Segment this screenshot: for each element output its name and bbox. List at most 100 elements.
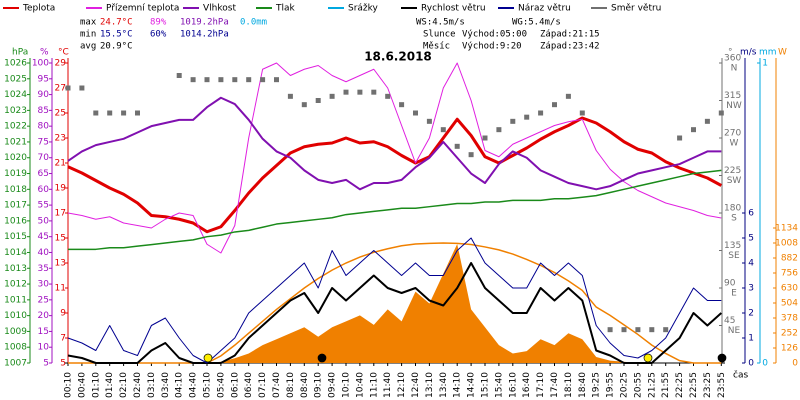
stat-humidity: 60%	[150, 30, 167, 40]
x-tick-label: 13:10	[425, 372, 435, 398]
x-tick-label: 15:10	[481, 372, 491, 398]
compass-label: SE	[728, 251, 740, 261]
y-tick-label: 27	[55, 84, 66, 94]
x-tick-label: 02:10	[119, 372, 129, 398]
direction-point	[635, 327, 641, 333]
direction-point	[315, 98, 321, 103]
direction-point	[691, 127, 696, 133]
direction-point	[607, 327, 613, 333]
legend-label: Rychlost větru	[421, 4, 486, 14]
y-tick-label: 90	[38, 90, 50, 100]
y-tick-label: 1008	[775, 239, 798, 249]
direction-point	[246, 77, 252, 83]
y-tick-label: 1025	[4, 74, 27, 84]
x-tick-label: 05:10	[203, 372, 213, 398]
x-tick-label: 19:25	[592, 372, 602, 398]
x-tick-label: 00:10	[64, 372, 74, 398]
y-tick-label: 5	[43, 359, 49, 369]
stats: max 24.7°C 89% 1019.2hPa 0.0mm min 15.5°…	[80, 18, 600, 52]
x-tick-label: 16:10	[508, 372, 518, 398]
x-tick-label: 22:25	[675, 372, 685, 398]
y-tick-label: 65	[38, 169, 49, 179]
y-tick-label: 29	[55, 59, 67, 69]
direction-point	[718, 110, 724, 116]
wind-gust: WG:5.4m/s	[512, 18, 561, 28]
x-tick-label: 21:55	[661, 372, 671, 398]
y-tick-label: 3	[748, 284, 754, 294]
astro-marker	[717, 353, 727, 363]
series-line	[67, 262, 722, 364]
axis-title: °	[728, 48, 733, 58]
axis-title: mm	[759, 48, 777, 58]
direction-point	[677, 135, 683, 141]
series-line	[67, 96, 722, 191]
stat-label: avg	[80, 42, 96, 52]
y-tick-label: 19	[55, 184, 67, 194]
x-tick-label: 11:40	[383, 372, 393, 398]
direction-point	[274, 77, 279, 83]
x-tick-label: 12:40	[411, 372, 421, 398]
direction-point	[649, 327, 655, 333]
y-tick-label: 1007	[4, 359, 27, 369]
direction-point	[121, 110, 127, 116]
x-tick-label: 00:40	[77, 372, 87, 398]
y-tick-label: 378	[781, 314, 798, 324]
direction-point	[260, 77, 266, 83]
direction-point	[621, 327, 627, 333]
y-tick-label: 225	[724, 166, 741, 176]
compass-label: SW	[727, 176, 742, 186]
y-tick-label: 6	[748, 209, 754, 219]
x-tick-label: 09:10	[314, 372, 324, 398]
y-tick-label: 7	[60, 334, 66, 344]
y-tick-label: 70	[38, 153, 50, 163]
direction-point	[552, 102, 557, 108]
x-tick-label: 20:25	[620, 372, 630, 398]
direction-point	[426, 118, 432, 124]
y-tick-label: 1026	[4, 59, 27, 69]
solar-area	[68, 243, 722, 363]
x-tick-label: 23:55	[717, 372, 727, 398]
direction-point	[440, 127, 446, 133]
y-tick-label: 17	[55, 209, 66, 219]
y-tick-label: 1008	[4, 343, 27, 353]
x-tick-label: 23:25	[703, 372, 713, 398]
direction-point	[204, 77, 210, 83]
y-tick-label: 1017	[4, 201, 27, 211]
axis-title: W	[778, 48, 787, 58]
x-tick-label: 18:40	[578, 372, 588, 398]
x-tick-label: 12:10	[397, 372, 407, 398]
stat-temp: 20.9°C	[100, 42, 133, 52]
y-tick-label: 252	[781, 329, 798, 339]
x-tick-label: 11:10	[369, 372, 379, 398]
y-tick-label: 1022	[4, 122, 27, 132]
legend-label: Náraz větru	[518, 4, 571, 14]
y-tick-label: 80	[38, 122, 50, 132]
y-tick-label: 630	[781, 284, 798, 294]
y-tick-label: 10	[38, 343, 50, 353]
x-tick-label: 07:40	[272, 372, 282, 398]
y-tick-label: 2	[748, 309, 754, 319]
direction-point	[135, 110, 140, 116]
compass-label: W	[730, 139, 739, 149]
y-tick-label: 4	[748, 259, 754, 269]
y-tick-label: 11	[55, 284, 66, 294]
y-tick-label: 9	[60, 309, 66, 319]
x-tick-label: 04:40	[189, 372, 199, 398]
x-axis-label: čas	[733, 370, 748, 381]
y-tick-label: 50	[38, 216, 50, 226]
direction-point	[385, 93, 391, 99]
legend-label: Vlhkost	[203, 4, 236, 14]
legend-label: Teplota	[22, 4, 55, 14]
y-tick-label: 1018	[4, 185, 27, 195]
moon-rise: Východ:9:20	[462, 42, 522, 52]
series-line	[68, 169, 722, 251]
y-tick-label: 85	[38, 106, 49, 116]
direction-point	[663, 327, 669, 333]
y-tick-label: 95	[38, 74, 49, 84]
y-tick-label: 75	[38, 137, 49, 147]
y-tick-label: 315	[724, 91, 741, 101]
y-tick-label: 100	[32, 59, 49, 69]
stat-pressure: 1014.2hPa	[180, 30, 229, 40]
direction-point	[496, 127, 502, 133]
